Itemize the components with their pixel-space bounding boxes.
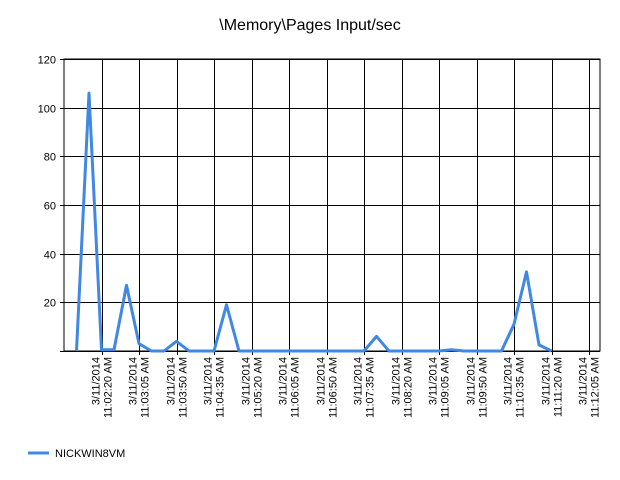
x-tick-date: 3/11/2014 — [278, 357, 290, 405]
y-tick-label: 20 — [44, 298, 56, 310]
x-axis-ticks: 3/11/2014 11:02:20 AM 3/11/2014 11:03:05 AM… — [91, 357, 602, 418]
x-tick-date: 3/11/2014 — [128, 357, 140, 405]
x-tick-time: 11:05:20 AM — [253, 357, 265, 418]
x-tick-date: 3/11/2014 — [316, 357, 328, 405]
y-tick-label: 100 — [38, 104, 56, 116]
y-tick-label: 60 — [44, 201, 56, 213]
x-tick-date: 3/11/2014 — [541, 357, 553, 405]
x-tick-date: 3/11/2014 — [91, 357, 103, 405]
x-tick-label: 3/11/2014 11:11:20 AM — [541, 357, 565, 417]
x-tick-time: 11:03:05 AM — [140, 357, 152, 418]
x-tick-label: 3/11/2014 11:09:50 AM — [466, 357, 490, 418]
y-tick-label: 120 — [38, 55, 56, 67]
x-tick-time: 11:06:50 AM — [328, 357, 340, 418]
x-tick-label: 3/11/2014 11:02:20 AM — [91, 357, 115, 418]
x-tick-time: 11:03:50 AM — [178, 357, 190, 418]
x-tick-time: 11:10:35 AM — [515, 357, 527, 418]
y-tick-label: 80 — [44, 152, 56, 164]
x-tick-date: 3/11/2014 — [503, 357, 515, 405]
x-tick-date: 3/11/2014 — [578, 357, 590, 405]
x-tick-date: 3/11/2014 — [428, 357, 440, 405]
x-tick-date: 3/11/2014 — [391, 357, 403, 405]
x-tick-date: 3/11/2014 — [466, 357, 478, 405]
x-tick-date: 3/11/2014 — [353, 357, 365, 405]
legend: NICKWIN8VM — [28, 448, 125, 460]
x-tick-time: 11:06:05 AM — [290, 357, 302, 418]
x-tick-label: 3/11/2014 11:05:20 AM — [241, 357, 265, 418]
chart-title: \Memory\Pages Input/sec — [219, 17, 400, 34]
series-line-0 — [75, 91, 553, 353]
x-tick-label: 3/11/2014 11:03:50 AM — [166, 357, 190, 418]
x-tick-label: 3/11/2014 11:06:50 AM — [316, 357, 340, 418]
grid — [60, 59, 600, 355]
x-tick-label: 3/11/2014 11:08:20 AM — [391, 357, 415, 418]
x-tick-label: 3/11/2014 11:06:05 AM — [278, 357, 302, 418]
x-tick-time: 11:12:05 AM — [590, 357, 602, 418]
x-tick-time: 11:08:20 AM — [403, 357, 415, 418]
y-axis-ticks: 20 40 60 80 100 120 — [38, 55, 56, 310]
x-tick-time: 11:02:20 AM — [103, 357, 115, 418]
x-tick-time: 11:07:35 AM — [365, 357, 377, 418]
x-tick-time: 11:09:05 AM — [440, 357, 452, 418]
legend-label: NICKWIN8VM — [55, 448, 125, 460]
x-tick-time: 11:04:35 AM — [215, 357, 227, 418]
x-tick-time: 11:11:20 AM — [553, 357, 565, 417]
x-tick-label: 3/11/2014 11:12:05 AM — [578, 357, 602, 418]
x-tick-date: 3/11/2014 — [166, 357, 178, 405]
x-tick-time: 11:09:50 AM — [478, 357, 490, 418]
x-tick-label: 3/11/2014 11:03:05 AM — [128, 357, 152, 418]
x-tick-date: 3/11/2014 — [203, 357, 215, 405]
series-group — [75, 91, 553, 353]
x-tick-date: 3/11/2014 — [241, 357, 253, 405]
x-tick-label: 3/11/2014 11:09:05 AM — [428, 357, 452, 418]
x-tick-label: 3/11/2014 11:04:35 AM — [203, 357, 227, 418]
y-tick-label: 40 — [44, 250, 56, 262]
x-tick-label: 3/11/2014 11:10:35 AM — [503, 357, 527, 418]
x-tick-label: 3/11/2014 11:07:35 AM — [353, 357, 377, 418]
